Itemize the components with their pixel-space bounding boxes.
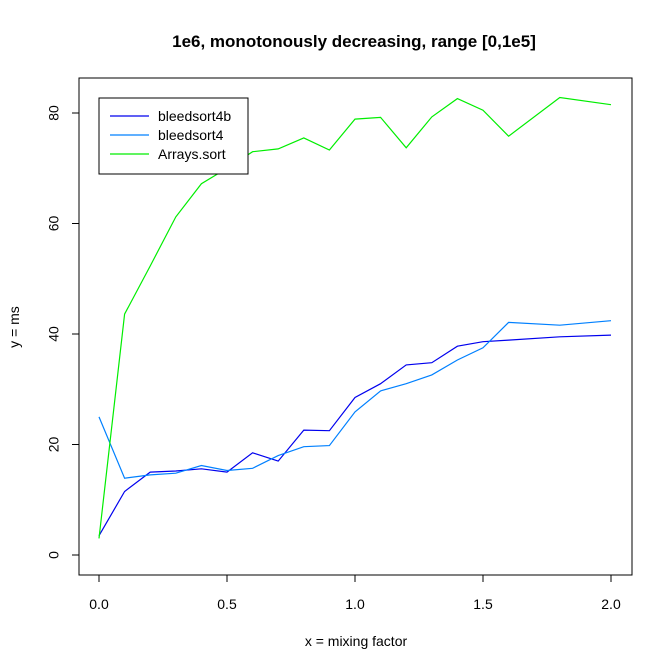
chart-title: 1e6, monotonously decreasing, range [0,1… [172, 32, 536, 51]
x-tick-label: 0.0 [89, 596, 109, 612]
x-tick-label: 1.5 [473, 596, 493, 612]
y-tick-label: 20 [46, 437, 62, 453]
x-axis-label: x = mixing factor [305, 633, 408, 649]
legend-box [98, 97, 249, 175]
series-line-bleedsort4b [98, 334, 612, 537]
x-tick-label: 0.5 [217, 596, 237, 612]
y-tick-label: 40 [46, 326, 62, 342]
y-tick-label: 60 [46, 216, 62, 232]
x-tick-label: 2.0 [601, 596, 621, 612]
x-tick-label: 1.0 [345, 596, 365, 612]
y-tick-label: 80 [46, 105, 62, 121]
y-axis-label: y = ms [6, 306, 22, 348]
legend-label: bleedsort4 [158, 127, 224, 143]
series-line-bleedsort4 [98, 320, 612, 479]
y-axis: 0 20 40 60 80 [46, 105, 80, 559]
legend-label: bleedsort4b [158, 108, 231, 124]
legend-label: Arrays.sort [158, 146, 226, 162]
y-tick-label: 0 [46, 551, 62, 559]
series-line-arrays-sort [98, 96, 612, 539]
legend: bleedsort4b bleedsort4 Arrays.sort [98, 97, 249, 175]
series-group [98, 96, 612, 539]
x-axis: 0.0 0.5 1.0 1.5 2.0 [89, 574, 621, 612]
